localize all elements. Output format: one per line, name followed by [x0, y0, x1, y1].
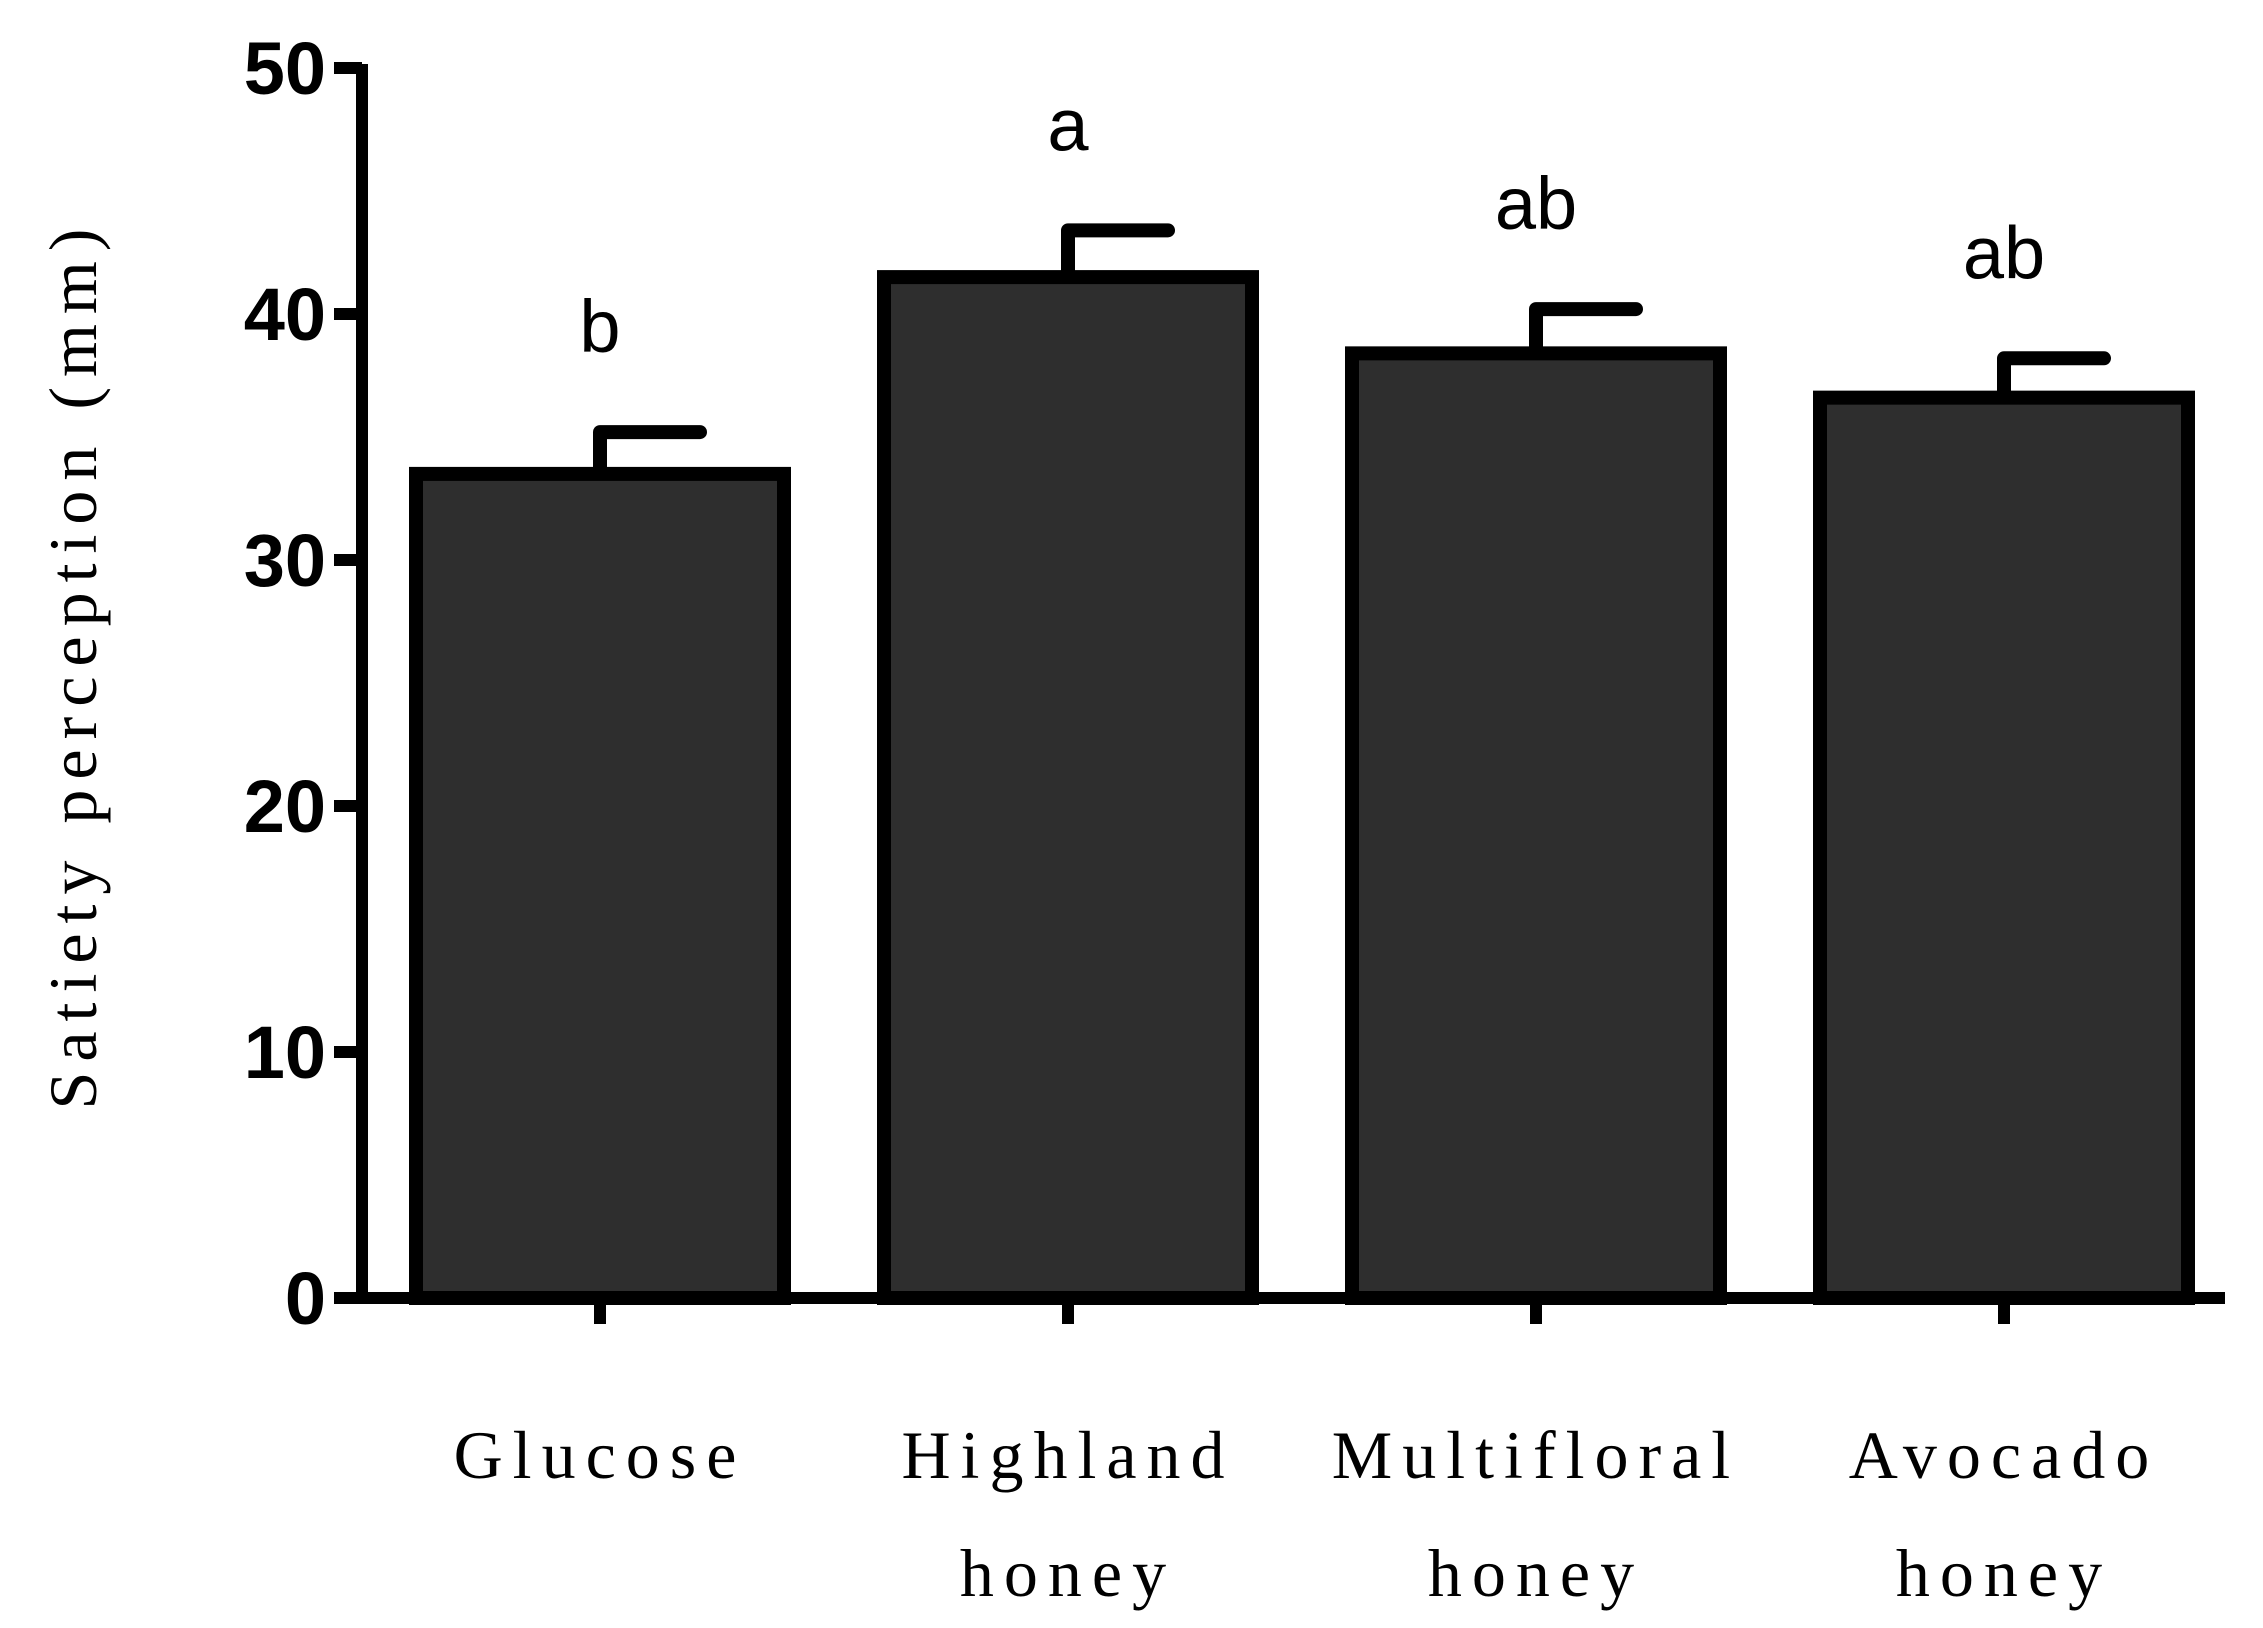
x-tick-label: Highland honey [901, 1417, 1234, 1611]
y-tick-label: 0 [285, 1257, 326, 1340]
y-axis-ticks: 0 10 20 30 40 50 [244, 27, 362, 1340]
bars: b a ab ab [409, 83, 2195, 1306]
y-tick-label: 10 [244, 1011, 326, 1094]
x-axis-ticks [594, 1298, 2010, 1324]
bar [877, 270, 1259, 1306]
y-tick-label: 40 [244, 273, 326, 356]
y-tick-label: 30 [244, 519, 326, 602]
significance-label: b [579, 285, 620, 368]
significance-label: ab [1495, 162, 1577, 245]
bar [409, 466, 791, 1305]
y-tick-label: 50 [244, 27, 326, 110]
significance-label: ab [1963, 211, 2045, 294]
x-tick-label: Glucose [454, 1417, 747, 1493]
x-tick-label: Avocado honey [1849, 1417, 2159, 1611]
bar [1813, 390, 2195, 1305]
category-labels: Glucose Highland honey Multifloral honey Avoc… [454, 1417, 2159, 1611]
y-axis-title: Satiety perception (mm) [35, 219, 111, 1110]
y-tick-label: 20 [244, 765, 326, 848]
bar [1345, 346, 1727, 1305]
x-tick-label: Multifloral honey [1332, 1417, 1740, 1611]
significance-label: a [1047, 83, 1089, 166]
